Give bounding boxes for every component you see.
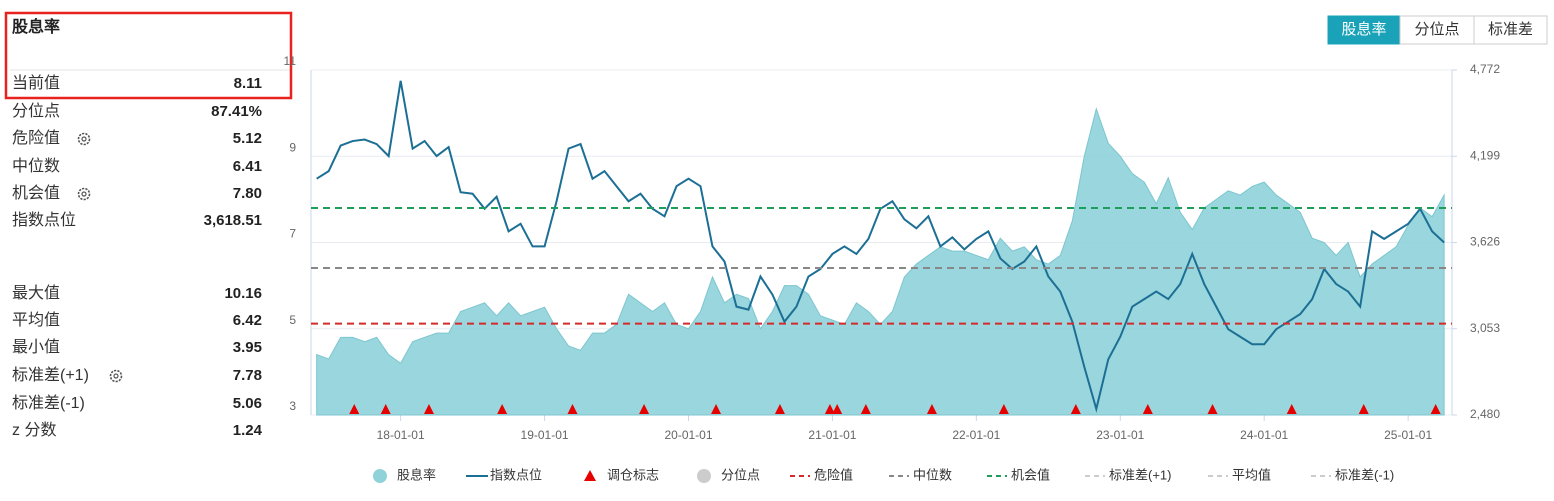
rebalance-marker — [567, 404, 578, 414]
y-tick-label: 7 — [289, 227, 296, 241]
stat-label: 机会值 — [12, 184, 60, 202]
rebalance-marker — [926, 404, 937, 414]
stat-label: 指数点位 — [12, 211, 76, 229]
stat-value: 5.12 — [233, 130, 262, 147]
legend-label[interactable]: 调仓标志 — [607, 467, 659, 482]
rebalance-marker — [832, 404, 843, 414]
area — [316, 107, 1445, 416]
y-tick-label: 5 — [289, 313, 296, 327]
stat-value: 3.95 — [233, 339, 262, 356]
stat-label: 标准差(+1) — [12, 366, 89, 384]
y2-tick-label: 2,480 — [1470, 407, 1500, 421]
x-tick-label: 20-01-01 — [664, 428, 712, 442]
rebalance-marker — [860, 404, 871, 414]
rebalance-marker — [380, 404, 391, 414]
y-tick-label: 11 — [284, 54, 297, 68]
legend-label[interactable]: 指数点位 — [490, 467, 542, 482]
legend-label[interactable]: 股息率 — [397, 467, 436, 482]
stat-label: 最大值 — [12, 284, 60, 302]
legend-label[interactable]: 平均值 — [1232, 467, 1271, 482]
legend-label[interactable]: 中位数 — [913, 467, 952, 482]
settings-icon-hub — [113, 373, 119, 379]
x-tick-label: 19-01-01 — [521, 428, 569, 442]
rebalance-marker — [1142, 404, 1153, 414]
rebalance-marker — [711, 404, 722, 414]
rebalance-marker — [1430, 404, 1441, 414]
legend-symbol[interactable] — [584, 470, 596, 481]
settings-icon[interactable] — [77, 132, 91, 146]
tab-button[interactable] — [1327, 15, 1401, 45]
stat-value: 7.78 — [233, 367, 262, 384]
tab-label[interactable]: 分位点 — [1414, 21, 1459, 38]
rebalance-marker — [349, 404, 360, 414]
stat-label: z 分数 — [12, 421, 56, 439]
y2-tick-label: 4,199 — [1470, 148, 1500, 162]
legend-label[interactable]: 分位点 — [721, 467, 760, 482]
rebalance-marker — [824, 404, 835, 414]
stat-value: 5.06 — [233, 395, 262, 412]
tab-label[interactable]: 标准差 — [1488, 21, 1533, 38]
panel-title: 股息率 — [12, 17, 60, 36]
x-tick-label: 25-01-01 — [1384, 428, 1432, 442]
legend-symbol[interactable] — [373, 469, 387, 483]
stat-value: 10.16 — [224, 285, 262, 302]
highlight-box — [4, 11, 293, 100]
y2-tick-label: 3,053 — [1470, 321, 1500, 335]
x-tick-label: 22-01-01 — [952, 428, 1000, 442]
stat-label: 平均值 — [12, 311, 60, 329]
y2-tick-label: 4,772 — [1470, 62, 1500, 76]
rebalance-marker — [1207, 404, 1218, 414]
stat-label: 当前值 — [12, 74, 60, 92]
stat-value: 3,618.51 — [204, 212, 262, 229]
legend-label[interactable]: 标准差(-1) — [1335, 467, 1394, 482]
stat-label: 中位数 — [12, 157, 60, 175]
legend-label[interactable]: 危险值 — [814, 467, 853, 482]
y-tick-label: 3 — [289, 399, 296, 413]
rebalance-marker — [639, 404, 650, 414]
x-tick-label: 21-01-01 — [808, 428, 856, 442]
stat-label: 最小值 — [12, 338, 60, 356]
rebalance-marker — [1358, 404, 1369, 414]
settings-icon-hub — [81, 136, 87, 142]
settings-icon[interactable] — [77, 187, 91, 201]
stat-value: 6.41 — [233, 158, 262, 175]
rebalance-marker — [774, 404, 785, 414]
y2-tick-label: 3,626 — [1470, 235, 1500, 249]
rebalance-marker — [1286, 404, 1297, 414]
stat-value: 87.41% — [211, 103, 262, 120]
rebalance-marker — [1070, 404, 1081, 414]
rebalance-marker — [998, 404, 1009, 414]
x-tick-label: 18-01-01 — [377, 428, 425, 442]
rebalance-marker — [423, 404, 434, 414]
legend-label[interactable]: 机会值 — [1011, 467, 1050, 482]
legend-symbol[interactable] — [697, 469, 711, 483]
stat-label: 危险值 — [12, 129, 60, 147]
stat-value: 1.24 — [233, 422, 263, 439]
legend-label[interactable]: 标准差(+1) — [1109, 467, 1171, 482]
settings-icon[interactable] — [109, 369, 123, 383]
stat-value: 6.42 — [233, 312, 262, 329]
stat-value: 8.11 — [234, 75, 262, 92]
x-tick-label: 24-01-01 — [1240, 428, 1288, 442]
tab-button[interactable] — [1473, 15, 1548, 45]
stat-label: 分位点 — [12, 102, 60, 120]
tab-label[interactable]: 股息率 — [1341, 21, 1386, 38]
rebalance-marker — [497, 404, 508, 414]
settings-icon-hub — [81, 191, 87, 197]
stat-label: 标准差(-1) — [12, 394, 85, 412]
y-tick-label: 9 — [289, 140, 296, 154]
stat-value: 7.80 — [233, 185, 262, 202]
x-tick-label: 23-01-01 — [1096, 428, 1144, 442]
